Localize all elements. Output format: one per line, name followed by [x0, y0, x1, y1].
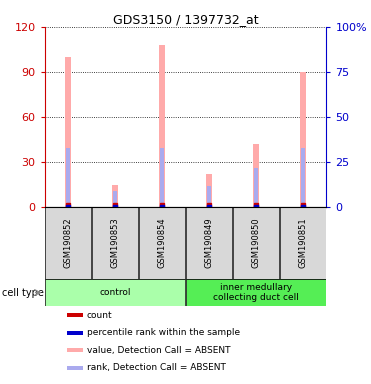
FancyBboxPatch shape — [46, 207, 91, 279]
Bar — [206, 174, 212, 207]
Text: cell type: cell type — [2, 288, 43, 298]
Bar — [301, 148, 305, 207]
Title: GDS3150 / 1397732_at: GDS3150 / 1397732_at — [113, 13, 258, 26]
Text: inner medullary
collecting duct cell: inner medullary collecting duct cell — [213, 283, 299, 302]
Text: value, Detection Call = ABSENT: value, Detection Call = ABSENT — [87, 346, 230, 354]
FancyBboxPatch shape — [139, 207, 184, 279]
FancyBboxPatch shape — [187, 207, 232, 279]
Text: rank, Detection Call = ABSENT: rank, Detection Call = ABSENT — [87, 363, 226, 372]
FancyBboxPatch shape — [187, 279, 325, 306]
Bar — [160, 148, 164, 207]
Bar — [67, 348, 83, 352]
Bar — [159, 45, 165, 207]
Text: percentile rank within the sample: percentile rank within the sample — [87, 328, 240, 337]
Bar — [254, 168, 258, 207]
FancyBboxPatch shape — [233, 207, 279, 279]
Text: GSM190852: GSM190852 — [63, 218, 72, 268]
FancyBboxPatch shape — [280, 207, 325, 279]
FancyBboxPatch shape — [46, 279, 184, 306]
Bar — [300, 72, 306, 207]
Bar — [66, 148, 70, 207]
Text: GSM190850: GSM190850 — [252, 218, 260, 268]
Bar — [67, 331, 83, 334]
Bar — [253, 144, 259, 207]
Bar — [67, 313, 83, 317]
Text: GSM190853: GSM190853 — [111, 218, 119, 268]
FancyBboxPatch shape — [92, 207, 138, 279]
Text: GSM190854: GSM190854 — [158, 218, 167, 268]
Text: GSM190851: GSM190851 — [299, 218, 308, 268]
Text: count: count — [87, 311, 112, 319]
Text: control: control — [99, 288, 131, 297]
Text: GSM190849: GSM190849 — [204, 218, 213, 268]
Bar — [112, 185, 118, 207]
Bar — [67, 366, 83, 369]
Bar — [207, 186, 211, 207]
Bar — [65, 57, 71, 207]
Bar — [113, 191, 117, 207]
